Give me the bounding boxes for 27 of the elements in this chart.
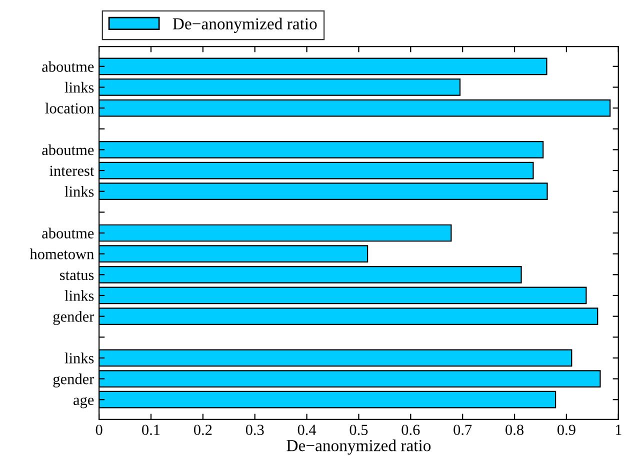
x-tick-label: 0.2	[194, 424, 212, 436]
y-tick-label: interest	[50, 166, 94, 176]
x-tick-label: 0.9	[557, 424, 576, 436]
y-tick-label: links	[64, 290, 94, 301]
x-tick-label: 0.6	[402, 424, 420, 436]
y-tick-label: gender	[53, 311, 94, 325]
y-tick-label: links	[64, 186, 94, 197]
y-tick-label: status	[60, 271, 94, 280]
y-tick-label: gender	[53, 373, 94, 388]
x-axis-title: De−anonymized ratio	[286, 440, 431, 455]
y-tick-label: hometown	[30, 248, 94, 260]
x-tick-label: 0.8	[506, 424, 524, 436]
y-tick-label: aboutme	[42, 61, 94, 72]
x-tick-label: 0	[96, 424, 102, 436]
x-tick-label: 1	[616, 424, 622, 435]
x-tick-label: 0.7	[454, 424, 472, 436]
y-tick-label: links	[64, 352, 94, 364]
y-tick-label: aboutme	[42, 228, 94, 238]
y-tick-label: aboutme	[42, 144, 94, 156]
x-tick-label: 0.5	[350, 424, 368, 436]
y-tick-label: age	[74, 397, 94, 408]
x-tick-label: 0.3	[246, 424, 264, 436]
y-tick-label: links	[64, 82, 94, 93]
y-tick-label: location	[45, 102, 94, 114]
x-tick-label: 0.4	[298, 424, 316, 436]
legend-label: De−anonymized ratio	[172, 18, 317, 33]
x-tick-label: 0.1	[142, 424, 160, 436]
